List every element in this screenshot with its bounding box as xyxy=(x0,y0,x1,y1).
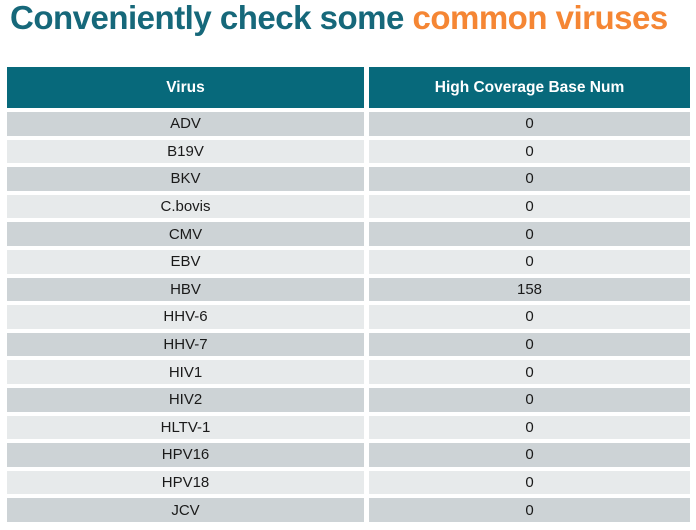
column-header-high-coverage-base-num: High Coverage Base Num xyxy=(369,67,690,108)
column-header-virus: Virus xyxy=(7,67,364,108)
table-row: HHV-6 0 xyxy=(7,305,690,329)
virus-name-cell: EBV xyxy=(7,249,364,274)
virus-name-cell: HIV1 xyxy=(7,360,364,384)
coverage-value-cell: 0 xyxy=(369,222,690,246)
table-row: HIV2 0 xyxy=(7,387,690,412)
virus-name-cell: HPV18 xyxy=(7,470,364,495)
virus-name-cell: CMV xyxy=(7,222,364,246)
table-row: HPV18 0 xyxy=(7,470,690,495)
table-row: CMV 0 xyxy=(7,222,690,246)
virus-name-cell: ADV xyxy=(7,112,364,136)
coverage-value-cell: 0 xyxy=(369,498,690,522)
table-row: JCV 0 xyxy=(7,498,690,522)
coverage-value-cell: 0 xyxy=(369,360,690,384)
virus-name-cell: HLTV-1 xyxy=(7,415,364,440)
coverage-value-cell: 0 xyxy=(369,194,690,219)
virus-name-cell: JCV xyxy=(7,498,364,522)
table-row: B19V 0 xyxy=(7,139,690,164)
table-row: HLTV-1 0 xyxy=(7,415,690,440)
coverage-value-cell: 158 xyxy=(369,277,690,302)
title-highlight-text: common viruses xyxy=(412,0,668,36)
coverage-value-cell: 0 xyxy=(369,305,690,329)
table-body: ADV 0 B19V 0 BKV 0 C.bovis 0 CMV 0 EBV 0 HBV 158 HHV-6… xyxy=(7,112,690,522)
table-row: C.bovis 0 xyxy=(7,194,690,219)
table-header-row: Virus High Coverage Base Num xyxy=(7,67,690,108)
table-row: HPV16 0 xyxy=(7,443,690,467)
table-row: HBV 158 xyxy=(7,277,690,302)
table-row: ADV 0 xyxy=(7,112,690,136)
title-main-text: Conveniently check some xyxy=(10,0,413,36)
table-row: HIV1 0 xyxy=(7,360,690,384)
coverage-value-cell: 0 xyxy=(369,167,690,191)
table-row: BKV 0 xyxy=(7,167,690,191)
table-row: HHV-7 0 xyxy=(7,332,690,357)
coverage-value-cell: 0 xyxy=(369,470,690,495)
coverage-value-cell: 0 xyxy=(369,112,690,136)
coverage-value-cell: 0 xyxy=(369,415,690,440)
virus-name-cell: HIV2 xyxy=(7,387,364,412)
coverage-value-cell: 0 xyxy=(369,332,690,357)
table-row: EBV 0 xyxy=(7,249,690,274)
virus-name-cell: BKV xyxy=(7,167,364,191)
virus-name-cell: HHV-7 xyxy=(7,332,364,357)
coverage-value-cell: 0 xyxy=(369,443,690,467)
virus-name-cell: C.bovis xyxy=(7,194,364,219)
virus-coverage-table: Virus High Coverage Base Num ADV 0 B19V 0 BK… xyxy=(7,67,690,522)
virus-name-cell: HPV16 xyxy=(7,443,364,467)
virus-name-cell: B19V xyxy=(7,139,364,164)
virus-name-cell: HHV-6 xyxy=(7,305,364,329)
coverage-value-cell: 0 xyxy=(369,249,690,274)
coverage-value-cell: 0 xyxy=(369,387,690,412)
page-title: Conveniently check some common viruses xyxy=(0,0,696,35)
coverage-value-cell: 0 xyxy=(369,139,690,164)
virus-name-cell: HBV xyxy=(7,277,364,302)
